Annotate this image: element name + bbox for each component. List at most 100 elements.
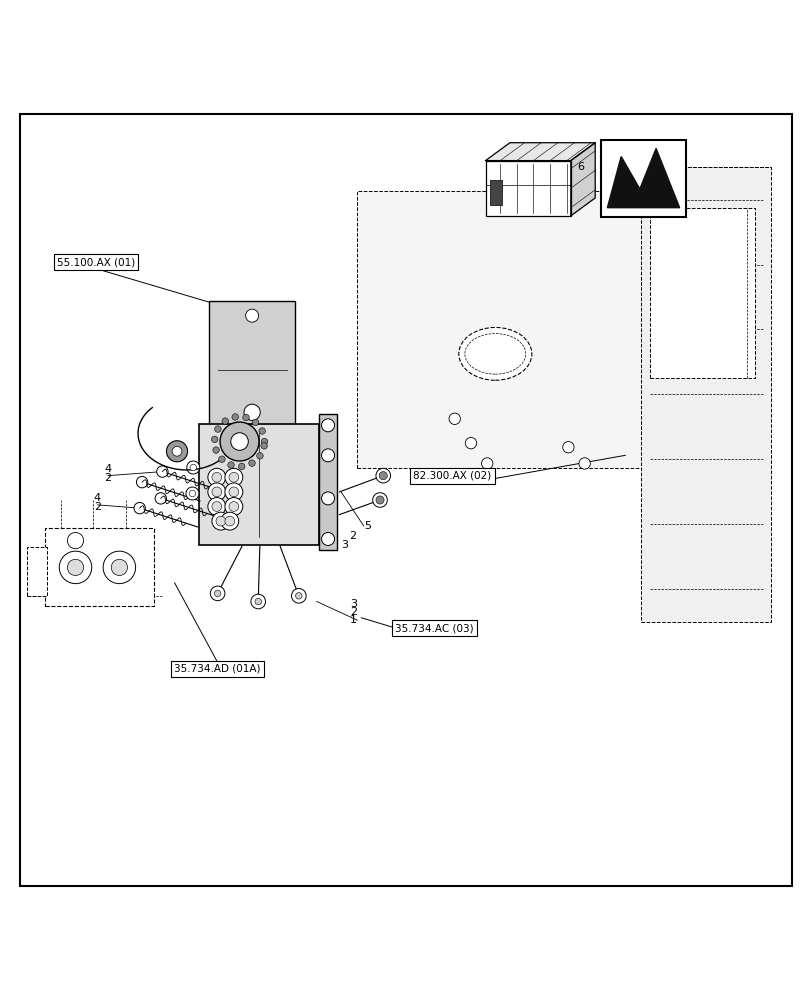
Circle shape (225, 468, 242, 486)
Circle shape (295, 593, 302, 599)
Circle shape (229, 472, 238, 482)
Circle shape (111, 559, 127, 576)
Circle shape (481, 458, 492, 469)
Circle shape (372, 493, 387, 507)
Circle shape (208, 483, 225, 501)
Circle shape (229, 502, 238, 511)
Circle shape (208, 468, 225, 486)
Circle shape (136, 476, 148, 488)
Text: 55.100.AX (01): 55.100.AX (01) (57, 257, 135, 267)
Polygon shape (607, 148, 679, 208)
Text: 3: 3 (341, 540, 348, 550)
Text: 4: 4 (105, 464, 111, 474)
Circle shape (321, 492, 334, 505)
Text: 3: 3 (350, 599, 357, 609)
Circle shape (220, 422, 259, 461)
Text: 1: 1 (350, 615, 357, 625)
Circle shape (214, 426, 221, 432)
Bar (319, 414, 337, 550)
Circle shape (259, 428, 265, 434)
Circle shape (155, 493, 166, 504)
Bar (489, 180, 501, 205)
Bar (27, 547, 47, 596)
Circle shape (256, 453, 263, 459)
Circle shape (229, 487, 238, 497)
Circle shape (238, 463, 245, 470)
Text: 2: 2 (350, 607, 357, 617)
Circle shape (243, 404, 260, 420)
Circle shape (291, 589, 306, 603)
Circle shape (134, 502, 145, 514)
Text: 4: 4 (94, 493, 101, 503)
Bar (199, 424, 319, 545)
Circle shape (214, 590, 221, 597)
Circle shape (245, 309, 258, 322)
Ellipse shape (458, 327, 531, 380)
Bar (641, 167, 770, 622)
Circle shape (252, 419, 259, 426)
Circle shape (379, 472, 387, 480)
Text: 8: 8 (563, 175, 568, 184)
Circle shape (186, 487, 199, 500)
Circle shape (225, 483, 242, 501)
Circle shape (187, 461, 200, 474)
Ellipse shape (464, 334, 525, 374)
Circle shape (218, 456, 225, 462)
Text: 2: 2 (349, 531, 356, 541)
Polygon shape (570, 143, 594, 216)
Circle shape (221, 418, 228, 424)
Text: 6: 6 (577, 162, 583, 172)
Circle shape (562, 442, 573, 453)
Text: 35.734.AC (03): 35.734.AC (03) (395, 623, 473, 633)
Text: 35.734.AD (01A): 35.734.AD (01A) (174, 664, 260, 674)
Text: 2: 2 (94, 502, 101, 512)
Circle shape (212, 502, 221, 511)
Circle shape (261, 438, 268, 445)
Circle shape (208, 498, 225, 515)
Bar (600, 140, 685, 217)
Circle shape (242, 414, 249, 421)
Circle shape (225, 498, 242, 515)
Text: 2: 2 (105, 473, 111, 483)
Text: 82.300.AX (02): 82.300.AX (02) (413, 471, 491, 481)
Circle shape (448, 413, 460, 424)
Circle shape (255, 598, 261, 605)
Text: 5: 5 (363, 521, 371, 531)
Circle shape (375, 468, 390, 483)
Circle shape (232, 414, 238, 420)
Circle shape (67, 532, 84, 549)
Circle shape (221, 512, 238, 530)
Circle shape (103, 551, 135, 584)
Circle shape (375, 496, 384, 504)
Circle shape (212, 447, 219, 453)
Circle shape (189, 490, 195, 497)
Bar (209, 301, 294, 427)
Bar (357, 191, 730, 468)
Circle shape (212, 472, 221, 482)
Circle shape (211, 436, 217, 443)
Circle shape (172, 446, 182, 456)
Circle shape (59, 551, 92, 584)
Circle shape (166, 441, 187, 462)
Circle shape (227, 462, 234, 468)
Circle shape (465, 437, 476, 449)
Circle shape (321, 419, 334, 432)
Circle shape (212, 512, 230, 530)
Circle shape (210, 586, 225, 601)
Circle shape (321, 449, 334, 462)
Circle shape (225, 516, 234, 526)
Bar (485, 161, 570, 216)
Circle shape (251, 594, 265, 609)
Circle shape (248, 460, 255, 466)
Circle shape (230, 433, 248, 450)
Circle shape (67, 559, 84, 576)
Polygon shape (485, 143, 594, 161)
Circle shape (216, 516, 225, 526)
Circle shape (260, 443, 267, 449)
Circle shape (190, 464, 196, 471)
Bar (45, 528, 154, 606)
Bar (649, 208, 754, 378)
Circle shape (157, 466, 168, 477)
Circle shape (578, 458, 590, 469)
Circle shape (212, 487, 221, 497)
